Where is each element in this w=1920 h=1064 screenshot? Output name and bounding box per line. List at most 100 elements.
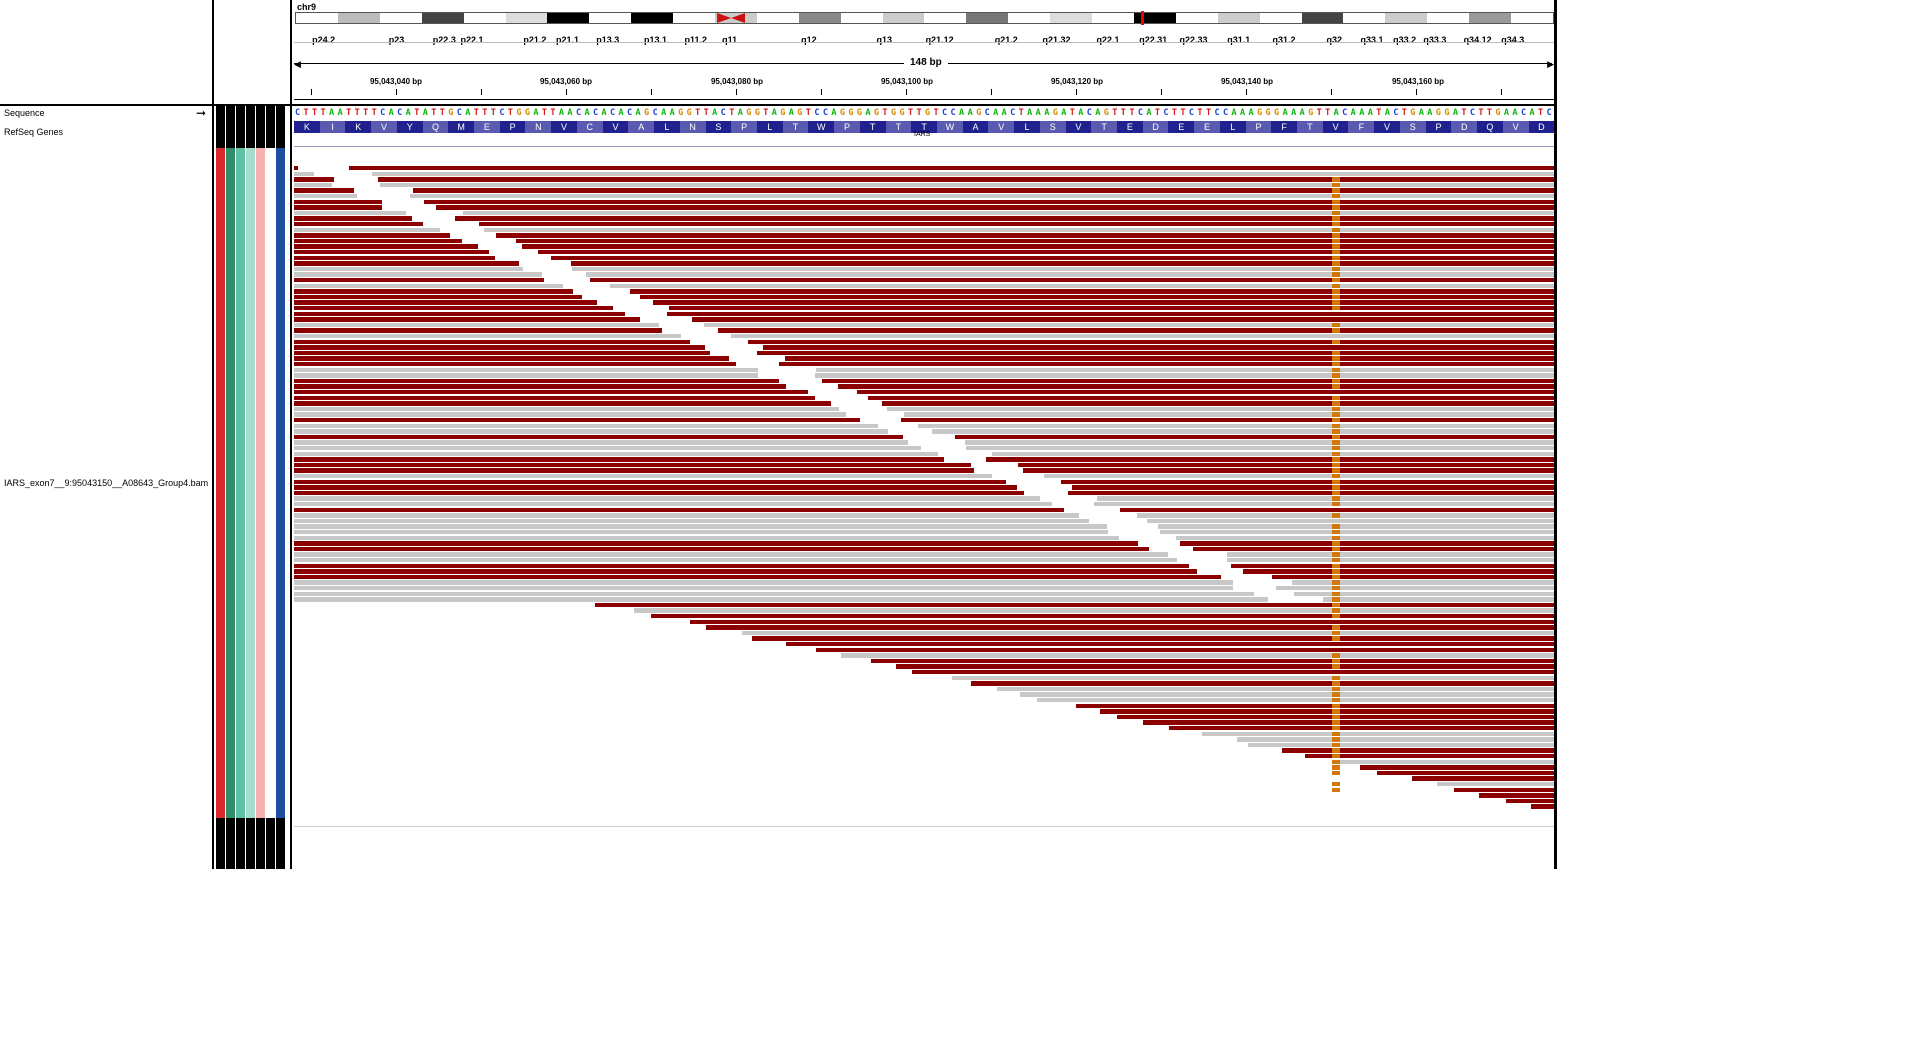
aligned-read[interactable] (954, 434, 1554, 440)
aligned-read[interactable] (294, 278, 544, 283)
aligned-read[interactable] (1291, 580, 1554, 585)
aligned-read[interactable] (1146, 518, 1554, 524)
aligned-read[interactable] (294, 311, 626, 316)
attribute-color-cell[interactable] (216, 148, 225, 818)
aligned-read[interactable] (1072, 485, 1554, 490)
aligned-read[interactable] (815, 647, 1554, 652)
aligned-read[interactable] (572, 266, 1554, 272)
aligned-read[interactable] (1478, 793, 1554, 798)
aligned-read[interactable] (380, 182, 1554, 188)
aligned-read[interactable] (653, 300, 1554, 305)
aligned-read[interactable] (856, 390, 1554, 395)
aligned-read[interactable] (294, 339, 691, 344)
aligned-read[interactable] (1193, 546, 1554, 552)
aligned-read[interactable] (1294, 591, 1554, 596)
aligned-read[interactable] (294, 546, 1150, 552)
aligned-read[interactable] (436, 205, 1554, 210)
aligned-read[interactable] (496, 233, 1554, 238)
attribute-color-cell[interactable] (276, 148, 285, 818)
aligned-read[interactable] (610, 283, 1554, 288)
aligned-read[interactable] (294, 261, 520, 266)
attribute-color-cell[interactable] (256, 148, 265, 818)
aligned-read[interactable] (294, 222, 424, 227)
aligned-read[interactable] (294, 530, 1108, 535)
aligned-read[interactable] (589, 278, 1554, 283)
aligned-read[interactable] (691, 317, 1554, 322)
aligned-read[interactable] (294, 356, 729, 361)
aligned-read[interactable] (294, 266, 523, 272)
aligned-read[interactable] (294, 334, 681, 339)
aligned-read[interactable] (294, 182, 333, 188)
aligned-read[interactable] (294, 283, 563, 288)
aligned-read[interactable] (294, 328, 663, 333)
aligned-read[interactable] (1099, 709, 1554, 714)
aligned-read[interactable] (1231, 563, 1554, 568)
aligned-read[interactable] (779, 362, 1554, 367)
aligned-read[interactable] (294, 401, 831, 406)
aligned-read[interactable] (294, 171, 315, 176)
aligned-read[interactable] (294, 535, 1120, 540)
chromosome-ideogram[interactable]: p24.2 p23 p22.3 p22.1 p21.2 p21.1 p13.3 p13.1 p1… (295, 11, 1554, 45)
aligned-read[interactable] (294, 205, 382, 210)
aligned-read[interactable] (895, 664, 1554, 669)
aligned-read[interactable] (294, 563, 1190, 568)
aligned-read[interactable] (294, 194, 358, 199)
aligned-read[interactable] (705, 625, 1554, 630)
aligned-read[interactable] (294, 306, 614, 311)
aligned-read[interactable] (882, 401, 1554, 406)
aligned-read[interactable] (294, 513, 1080, 518)
aligned-read[interactable] (763, 345, 1554, 350)
aligned-read[interactable] (689, 619, 1554, 624)
aligned-read[interactable] (1271, 574, 1554, 580)
aligned-read[interactable] (294, 345, 706, 350)
aligned-read[interactable] (294, 541, 1139, 546)
attribute-color-cell[interactable] (236, 148, 245, 818)
aligned-read[interactable] (294, 574, 1222, 580)
aligned-read[interactable] (870, 658, 1554, 664)
aligned-read[interactable] (294, 362, 736, 367)
aligned-read[interactable] (901, 418, 1554, 423)
aligned-read[interactable] (815, 367, 1554, 372)
aligned-read[interactable] (294, 580, 1233, 585)
aligned-read[interactable] (1322, 597, 1554, 602)
aligned-read[interactable] (951, 675, 1554, 680)
aligned-read[interactable] (550, 255, 1554, 260)
aligned-read[interactable] (294, 457, 944, 462)
aligned-read[interactable] (409, 194, 1554, 199)
aligned-read[interactable] (639, 294, 1554, 300)
aligned-read[interactable] (294, 227, 440, 232)
aligned-read[interactable] (294, 502, 1052, 507)
aligned-read[interactable] (294, 177, 334, 182)
aligned-read[interactable] (594, 602, 1554, 608)
aligned-read[interactable] (294, 244, 478, 249)
aligned-read[interactable] (741, 630, 1554, 636)
aligned-read[interactable] (294, 406, 839, 412)
aligned-read[interactable] (887, 406, 1554, 412)
aligned-read[interactable] (294, 552, 1169, 557)
aligned-read[interactable] (294, 446, 922, 451)
aligned-read[interactable] (1242, 569, 1554, 574)
aligned-read[interactable] (1075, 703, 1554, 708)
aligned-read[interactable] (911, 670, 1554, 675)
aligned-read[interactable] (294, 233, 451, 238)
aligned-read[interactable] (966, 446, 1554, 451)
vertical-scrollbar[interactable] (1554, 0, 1571, 869)
aligned-read[interactable] (730, 334, 1554, 339)
aligned-read[interactable] (294, 289, 574, 294)
aligned-read[interactable] (294, 474, 993, 479)
gene-feature-line[interactable] (294, 146, 1554, 147)
alignment-track[interactable] (294, 152, 1554, 832)
aligned-read[interactable] (1530, 804, 1554, 809)
aligned-read[interactable] (1360, 765, 1554, 770)
aligned-read[interactable] (786, 642, 1554, 647)
aligned-read[interactable] (1036, 698, 1554, 703)
ruler[interactable]: ◀ ▶ 148 bp 95,043,040 bp 95,043,060 bp 95,… (294, 42, 1554, 103)
gene-name[interactable]: IARS (914, 131, 931, 138)
aligned-read[interactable] (294, 496, 1040, 501)
aligned-read[interactable] (294, 188, 355, 193)
aligned-read[interactable] (294, 518, 1089, 524)
aligned-read[interactable] (630, 289, 1554, 294)
aligned-read[interactable] (294, 462, 972, 468)
sequence-track-label[interactable]: Sequence (4, 108, 45, 118)
chromosome-name[interactable]: chr9 (297, 2, 317, 12)
